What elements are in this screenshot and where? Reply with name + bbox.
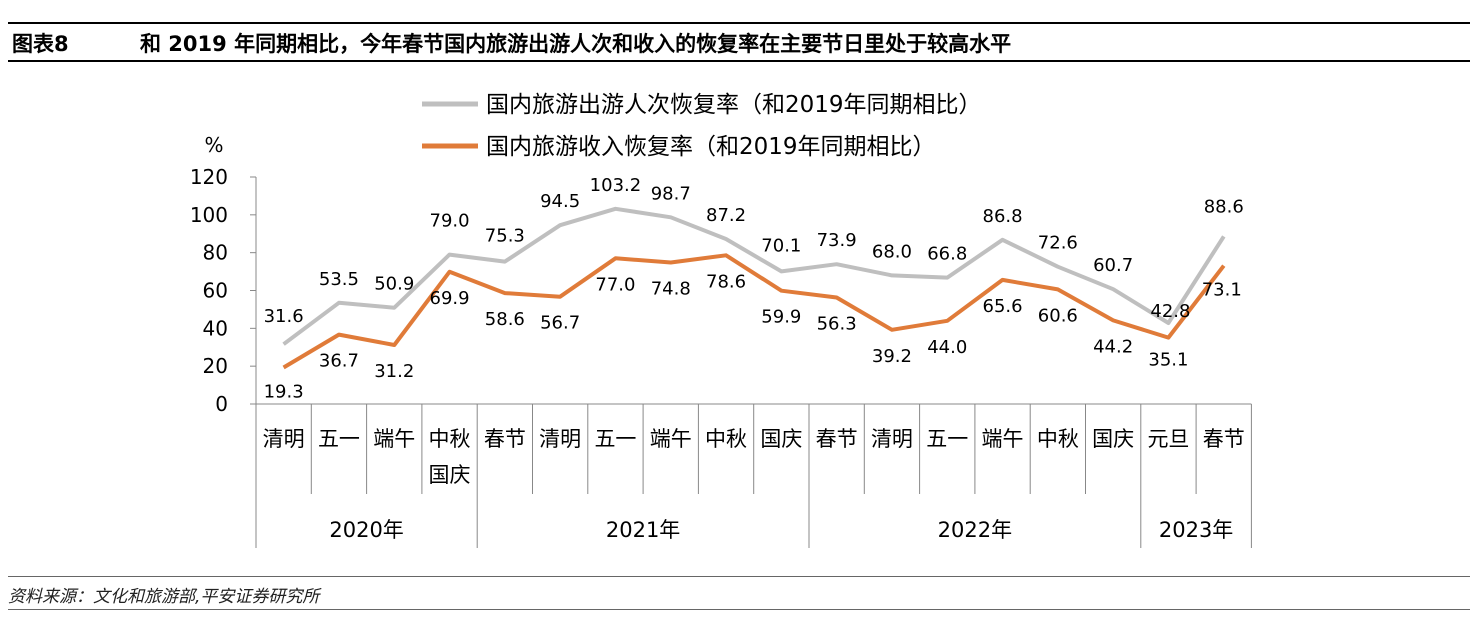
data-label-visitors: 73.9 bbox=[817, 230, 857, 251]
data-label-visitors: 60.7 bbox=[1093, 255, 1133, 276]
data-label-visitors: 79.0 bbox=[430, 211, 470, 232]
y-tick-label: 100 bbox=[190, 203, 228, 227]
y-tick-label: 60 bbox=[203, 279, 228, 303]
figure-header: 图表8 和 2019 年同期相比，今年春节国内旅游出游人次和收入的恢复率在主要节… bbox=[8, 22, 1470, 62]
y-tick-label: 120 bbox=[190, 165, 228, 189]
data-label-visitors: 66.8 bbox=[927, 244, 967, 265]
x-category-label: 五一 bbox=[594, 427, 636, 451]
data-label-revenue: 78.6 bbox=[706, 271, 746, 292]
y-tick-label: 20 bbox=[203, 354, 228, 378]
data-label-revenue: 65.6 bbox=[983, 296, 1023, 317]
data-label-revenue: 69.9 bbox=[430, 288, 470, 309]
x-category-label: 元旦 bbox=[1147, 427, 1189, 451]
data-label-visitors: 50.9 bbox=[374, 274, 414, 295]
y-tick-label: 40 bbox=[203, 316, 228, 340]
data-label-visitors: 53.5 bbox=[319, 269, 359, 290]
figure-title: 和 2019 年同期相比，今年春节国内旅游出游人次和收入的恢复率在主要节日里处于… bbox=[140, 32, 1012, 56]
data-label-visitors: 31.6 bbox=[264, 306, 304, 327]
y-axis-unit: % bbox=[204, 133, 223, 157]
figure-label: 图表8 bbox=[12, 32, 69, 56]
data-label-revenue: 44.2 bbox=[1093, 336, 1133, 357]
x-category-label: 清明 bbox=[871, 427, 913, 451]
data-label-revenue: 58.6 bbox=[485, 309, 525, 330]
data-label-revenue: 44.0 bbox=[927, 337, 967, 358]
data-label-revenue: 77.0 bbox=[595, 274, 635, 295]
source-note: 资料来源：文化和旅游部,平安证券研究所 bbox=[8, 587, 320, 607]
data-label-revenue: 56.7 bbox=[540, 313, 580, 334]
data-label-revenue: 56.3 bbox=[817, 313, 857, 334]
top-rule bbox=[8, 22, 1470, 24]
data-label-revenue: 31.2 bbox=[374, 361, 414, 382]
data-label-revenue: 74.8 bbox=[651, 279, 691, 300]
data-label-visitors: 88.6 bbox=[1204, 196, 1244, 217]
data-label-visitors: 103.2 bbox=[590, 175, 642, 196]
data-label-revenue: 39.2 bbox=[872, 346, 912, 367]
x-category-label: 中秋 bbox=[705, 427, 747, 451]
y-tick-label: 80 bbox=[203, 241, 228, 265]
x-category-label: 春节 bbox=[816, 427, 858, 451]
x-category-label: 端午 bbox=[373, 427, 415, 451]
title-rule bbox=[8, 60, 1470, 62]
data-label-visitors: 72.6 bbox=[1038, 233, 1078, 254]
y-tick-label: 0 bbox=[215, 392, 228, 416]
x-year-label: 2020年 bbox=[329, 518, 403, 542]
data-label-revenue: 60.6 bbox=[1038, 305, 1078, 326]
x-category-label: 五一 bbox=[926, 427, 968, 451]
x-category-label: 春节 bbox=[484, 427, 526, 451]
x-category-label: 端午 bbox=[982, 427, 1024, 451]
x-year-label: 2023年 bbox=[1159, 518, 1233, 542]
data-label-visitors: 70.1 bbox=[761, 235, 801, 256]
series-line-visitors bbox=[282, 206, 1226, 346]
data-label-revenue: 73.1 bbox=[1202, 280, 1242, 301]
x-category-label: 清明 bbox=[539, 427, 581, 451]
x-year-label: 2021年 bbox=[606, 518, 680, 542]
x-year-label: 2022年 bbox=[938, 518, 1012, 542]
source-bottom-rule bbox=[8, 609, 1470, 610]
data-label-visitors: 87.2 bbox=[706, 205, 746, 226]
data-label-visitors: 68.0 bbox=[872, 241, 912, 262]
data-label-revenue: 35.1 bbox=[1148, 350, 1188, 371]
data-label-revenue: 19.3 bbox=[264, 381, 304, 402]
source-top-rule bbox=[8, 576, 1470, 577]
x-category-label: 国庆 bbox=[429, 463, 471, 487]
data-label-visitors: 98.7 bbox=[651, 183, 691, 204]
x-category-label: 清明 bbox=[263, 427, 305, 451]
x-category-label: 国庆 bbox=[1092, 427, 1134, 451]
data-label-visitors: 86.8 bbox=[983, 206, 1023, 227]
data-label-visitors: 94.5 bbox=[540, 191, 580, 212]
x-category-label: 中秋 bbox=[429, 427, 471, 451]
x-category-label: 五一 bbox=[318, 427, 360, 451]
data-label-revenue: 36.7 bbox=[319, 351, 359, 372]
data-label-revenue: 59.9 bbox=[761, 307, 801, 328]
x-category-label: 中秋 bbox=[1037, 427, 1079, 451]
x-category-label: 端午 bbox=[650, 427, 692, 451]
legend-label: 国内旅游出游人次恢复率（和2019年同期相比） bbox=[486, 92, 982, 118]
x-category-label: 国庆 bbox=[760, 427, 802, 451]
x-category-label: 春节 bbox=[1203, 427, 1245, 451]
legend-label: 国内旅游收入恢复率（和2019年同期相比） bbox=[486, 134, 936, 160]
data-label-visitors: 42.8 bbox=[1150, 301, 1190, 322]
data-label-visitors: 75.3 bbox=[485, 226, 525, 247]
series-line-revenue bbox=[282, 253, 1226, 370]
